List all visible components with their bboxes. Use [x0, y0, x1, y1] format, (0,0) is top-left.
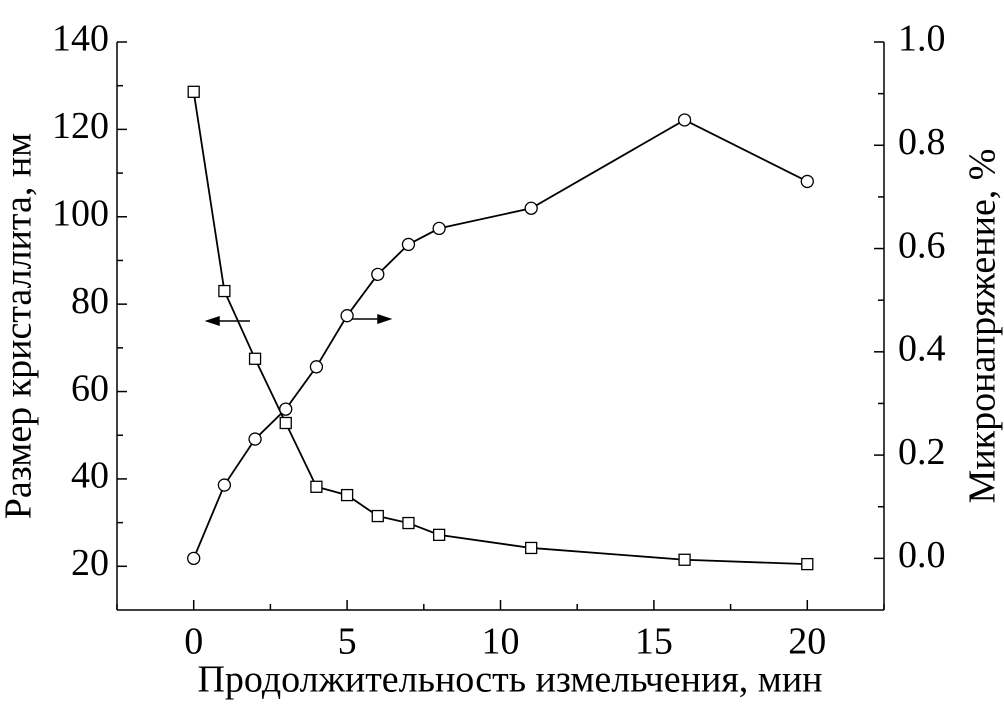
circle-marker	[248, 432, 262, 446]
x-tick-label: 5	[338, 621, 357, 663]
y-tick-label: 80	[71, 280, 109, 322]
y2-tick-label: 0.0	[898, 534, 946, 576]
y-tick-label: 120	[52, 105, 109, 147]
square-marker	[218, 284, 231, 298]
circle-marker	[371, 267, 385, 282]
square-marker	[678, 553, 691, 566]
x-tick-label: 0	[184, 621, 203, 663]
square-marker	[248, 352, 262, 365]
circle-marker	[217, 478, 232, 492]
square-marker	[187, 85, 200, 98]
circle-marker	[187, 551, 201, 566]
y2-tick-label: 0.2	[898, 431, 946, 473]
series-line	[192, 91, 808, 566]
arrows	[204, 313, 393, 327]
y2-tick-label: 1.0	[898, 18, 946, 60]
x-tick-label: 15	[635, 621, 673, 663]
circle-marker	[309, 360, 324, 374]
y-tick-label: 140	[52, 18, 109, 60]
circle-marker	[401, 237, 416, 252]
square-marker	[340, 488, 354, 502]
square-marker	[801, 557, 814, 571]
square-marker	[402, 516, 415, 530]
circle-marker	[677, 113, 692, 127]
square-marker	[310, 480, 323, 493]
circle-marker	[340, 309, 354, 323]
x-tick-label: 10	[482, 621, 520, 663]
y-tick-label: 100	[52, 192, 109, 234]
y-tick-label: 20	[71, 542, 109, 584]
y-axis-label: Размер кристаллита, нм	[0, 133, 40, 519]
y2-tick-label: 0.6	[898, 224, 946, 266]
y2-tick-label: 0.4	[898, 328, 946, 370]
square-marker	[371, 509, 384, 523]
circle-marker	[432, 221, 446, 236]
circle-marker	[279, 402, 293, 416]
y2-axis-label: Микронапряжение, %	[962, 149, 1004, 504]
circle-marker	[800, 174, 814, 189]
square-marker	[432, 528, 446, 541]
y-tick-label: 60	[71, 367, 109, 409]
square-marker	[279, 416, 292, 430]
square-marker	[525, 541, 538, 555]
series-line	[192, 118, 808, 559]
y2-tick-label: 0.8	[898, 121, 946, 163]
x-axis-label: Продолжительность измельчения, мин	[197, 659, 822, 701]
circle-marker	[524, 201, 538, 215]
y-tick-label: 40	[71, 455, 109, 497]
x-tick-label: 20	[788, 621, 826, 663]
